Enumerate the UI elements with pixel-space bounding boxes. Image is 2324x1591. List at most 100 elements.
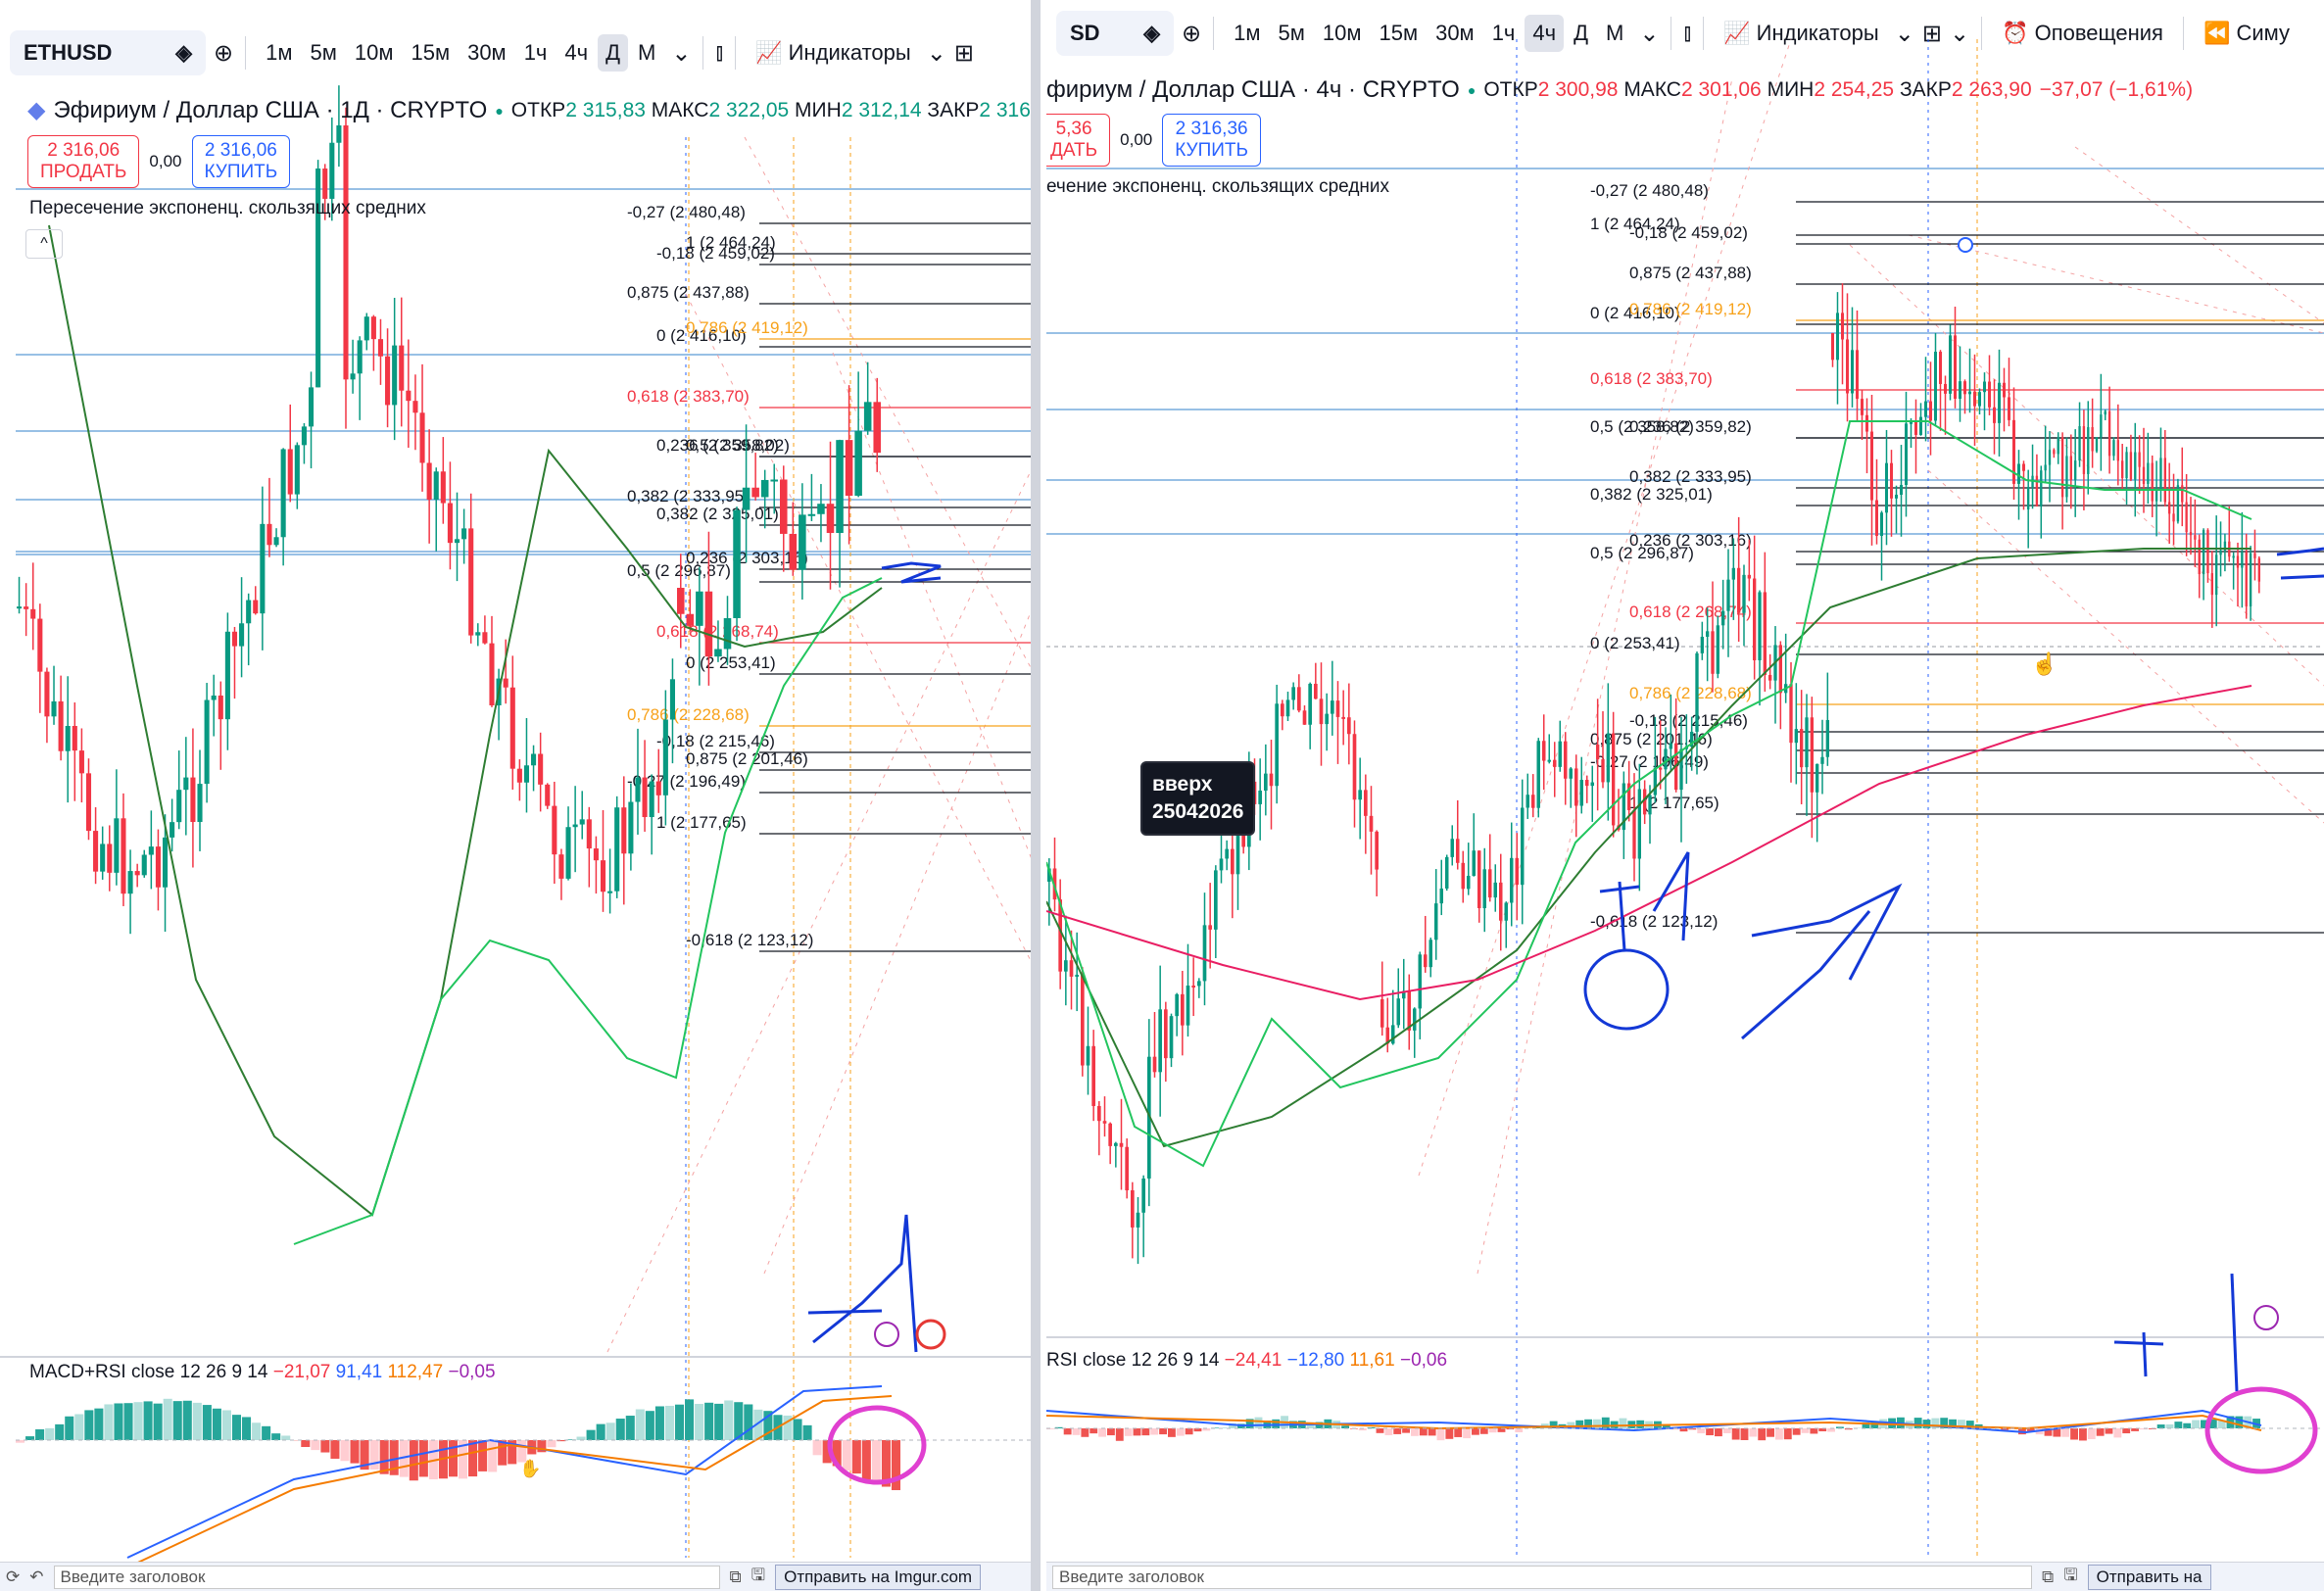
macd-histogram-bar	[16, 1440, 25, 1443]
timeframe-8[interactable]: М	[1606, 21, 1624, 45]
candle-body	[1208, 925, 1212, 930]
diamond-icon[interactable]: ◈	[1143, 21, 1160, 45]
signal-line	[1046, 1414, 2262, 1431]
top-toolbar: ETHUSD ◈ ⊕ 1м 5м 10м 15м 30м 1ч 4ч Д М ⌄ ⫾ 📈 Инд…	[0, 20, 1031, 86]
timeframe-5[interactable]: 1ч	[1491, 21, 1516, 45]
chevron-down-icon[interactable]: ⌄	[1639, 20, 1660, 47]
timeframe-8[interactable]: М	[638, 40, 656, 65]
macd-histogram-bar	[2053, 1428, 2061, 1437]
diamond-icon[interactable]: ◈	[175, 40, 192, 65]
candle-body	[308, 387, 315, 427]
layout-icon[interactable]: ⊞	[953, 39, 974, 67]
symbol-search[interactable]: SD ◈	[1056, 11, 1174, 56]
candle-body	[1963, 381, 1966, 395]
candle-body	[1627, 783, 1631, 810]
candle-body	[789, 533, 798, 570]
title-input[interactable]: Введите заголовок	[1052, 1565, 2032, 1589]
4h-chart-canvas[interactable]: -0,27 (2 480,48) -0,18 (2 459,02)1 (2 464…	[1046, 0, 2324, 1591]
copy-icon[interactable]: ⧉	[729, 1567, 742, 1586]
replay-button[interactable]: ⏪ Симу	[2196, 15, 2298, 52]
macd-histogram-bar	[1593, 1419, 1601, 1428]
add-symbol-icon[interactable]: ⊕	[214, 39, 234, 67]
ema-indicator-label[interactable]: ечение экспоненц. скользящих средних	[1046, 176, 1390, 197]
symbol-search[interactable]: ETHUSD ◈	[10, 30, 206, 75]
collapse-button[interactable]: ^	[25, 229, 63, 259]
candle-body	[1119, 1142, 1124, 1147]
macd-histogram-bar	[1445, 1428, 1454, 1439]
save-icon[interactable]: 🖫	[2063, 1566, 2078, 1584]
timeframe-2[interactable]: 10м	[354, 40, 394, 65]
macd-histogram-bar	[389, 1440, 399, 1475]
copy-icon[interactable]: ⧉	[2042, 1567, 2055, 1586]
fib-label: 0,5 (2 296,87)	[627, 561, 731, 580]
candle-body	[78, 750, 84, 774]
sell-button[interactable]: 5,36 ДАТЬ	[1046, 114, 1111, 167]
macd-histogram-bar	[1827, 1428, 1835, 1432]
send-imgur-button[interactable]: Отправить на Imgur.com	[775, 1564, 982, 1590]
daily-chart-canvas[interactable]: -0,27 (2 480,48) -0,18 (2 459,02)1 (2 464…	[0, 0, 1041, 1591]
candle-body	[1325, 713, 1329, 725]
candle-body	[2155, 490, 2158, 502]
timeframe-5[interactable]: 1ч	[523, 40, 548, 65]
layout-icon[interactable]: ⊞	[1921, 20, 1942, 47]
undo-icon[interactable]: ↶	[29, 1567, 44, 1586]
timeframe-6[interactable]: 4ч	[1525, 15, 1565, 52]
chevron-down-icon[interactable]: ⌄	[926, 39, 946, 67]
timeframe-1[interactable]: 5м	[1278, 21, 1305, 45]
candle-body	[1302, 710, 1307, 725]
candle-body	[1396, 998, 1400, 1026]
macd-legend[interactable]: RSI close 12 26 9 14 −24,41 −12,80 11,61…	[1046, 1350, 1447, 1372]
macd-histogram-bar	[104, 1404, 114, 1440]
send-label: Отправить на Imgur.com	[784, 1567, 973, 1586]
candle-body	[545, 784, 551, 806]
alerts-button[interactable]: ⏰ Оповещения	[1994, 15, 2171, 52]
timeframe-3[interactable]: 15м	[1379, 21, 1419, 45]
timeframe-0[interactable]: 1м	[1234, 21, 1261, 45]
timeframe-7[interactable]: Д	[1574, 21, 1588, 45]
timeframe-2[interactable]: 10м	[1322, 21, 1362, 45]
candle-body	[1706, 631, 1710, 637]
candle-body	[1428, 940, 1432, 968]
timeframe-group: 1м 5м 10м 15м 30м 1ч 4ч Д М	[1226, 15, 1631, 52]
timeframe-1[interactable]: 5м	[310, 40, 337, 65]
candles-icon[interactable]: ⫾	[715, 39, 724, 66]
timeframe-4[interactable]: 30м	[467, 40, 507, 65]
sell-button[interactable]: 2 316,06 ПРОДАТЬ	[27, 135, 140, 188]
title-input[interactable]: Введите заголовок	[53, 1565, 720, 1589]
indicators-button[interactable]: 📈 Индикаторы	[1716, 15, 1887, 52]
buy-button[interactable]: 2 316,36 КУПИТЬ	[1162, 114, 1261, 167]
candles-icon[interactable]: ⫾	[1683, 20, 1692, 46]
save-icon[interactable]: 🖫	[750, 1566, 766, 1584]
candle-body	[169, 822, 175, 838]
macd-histogram-bar	[1419, 1428, 1428, 1436]
fib-label: 0,236 (2 303,16)	[686, 549, 808, 567]
timeframe-0[interactable]: 1м	[266, 40, 293, 65]
candle-body	[1816, 763, 1819, 793]
refresh-icon[interactable]: ⟳	[6, 1567, 21, 1586]
chart-pane-4h[interactable]: SD ◈ ⊕ 1м 5м 10м 15м 30м 1ч 4ч Д М ⌄ ⫾ 📈 Индикат…	[1046, 0, 2324, 1591]
chevron-down-icon[interactable]: ⌄	[1894, 20, 1914, 47]
buy-button[interactable]: 2 316,06 КУПИТЬ	[191, 135, 291, 188]
ema-slow-line	[1046, 548, 2251, 1148]
indicators-button[interactable]: 📈 Индикаторы	[748, 34, 919, 72]
candle-body	[1413, 1008, 1417, 1031]
chart-pane-daily[interactable]: ETHUSD ◈ ⊕ 1м 5м 10м 15м 30м 1ч 4ч Д М ⌄ ⫾ 📈 Инд…	[0, 0, 1041, 1591]
fan-line	[1908, 234, 2324, 334]
buy-price: 2 316,36	[1175, 119, 1248, 139]
chevron-down-icon[interactable]: ⌄	[1949, 20, 1970, 47]
candle-body	[1900, 484, 1903, 496]
fib-label: 1 (2 464,24)	[686, 233, 776, 252]
ema-indicator-label[interactable]: Пересечение экспоненц. скользящих средни…	[29, 198, 426, 218]
timeframe-7[interactable]: Д	[598, 34, 628, 72]
indicators-icon: 📈	[1723, 21, 1751, 45]
timeframe-6[interactable]: 4ч	[564, 40, 589, 65]
add-symbol-icon[interactable]: ⊕	[1182, 20, 1202, 47]
macd-legend[interactable]: MACD+RSI close 12 26 9 14 −21,07 91,41 1…	[29, 1362, 496, 1383]
timeframe-3[interactable]: 15м	[411, 40, 451, 65]
hand-cursor-icon: ✋	[519, 1458, 541, 1478]
chevron-down-icon[interactable]: ⌄	[671, 39, 692, 67]
timeframe-4[interactable]: 30м	[1435, 21, 1475, 45]
send-imgur-button[interactable]: Отправить на	[2087, 1564, 2211, 1590]
annotation-stroke	[881, 561, 942, 584]
candle-body	[218, 695, 223, 720]
